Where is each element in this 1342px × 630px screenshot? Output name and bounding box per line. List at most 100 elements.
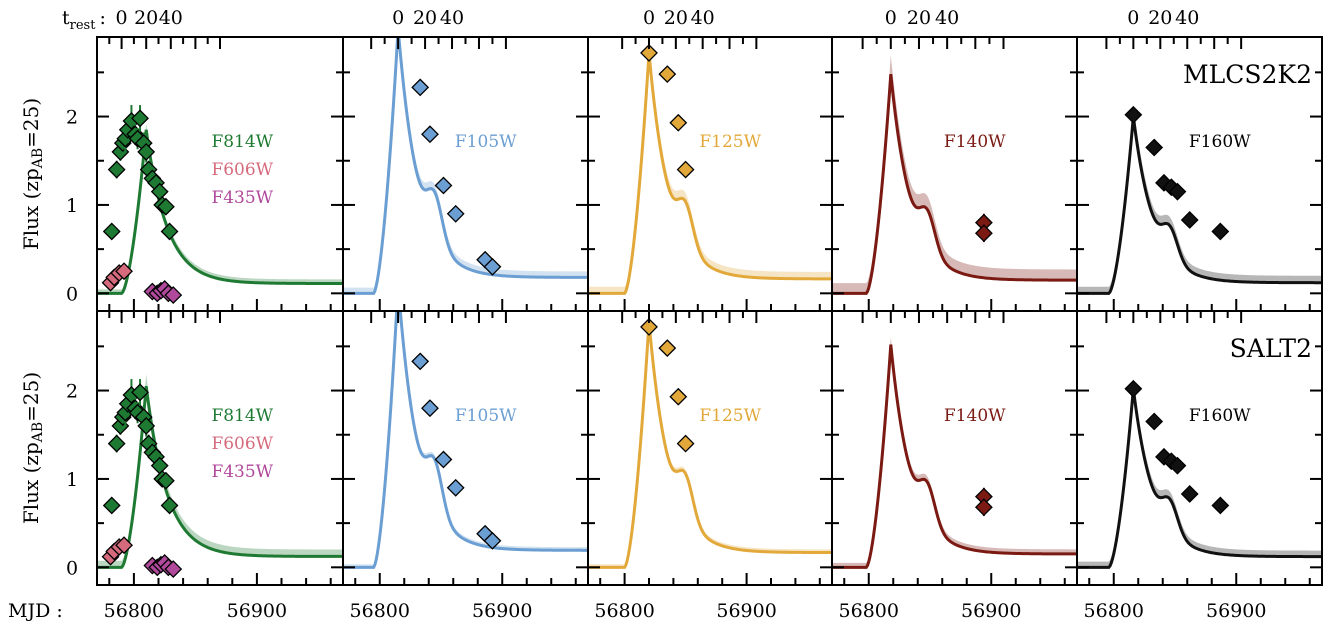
rest-tick-label: 0 (392, 7, 404, 29)
mjd-tick-label: 56800 (104, 600, 164, 622)
rest-tick-label: 0 (1127, 7, 1139, 29)
data-point-F105W (434, 450, 453, 469)
data-point-F814W (160, 222, 179, 241)
data-point-F160W (1211, 496, 1230, 515)
model-uncertainty-band-F105W-MLCS2K2 (343, 37, 588, 294)
data-point-F125W (640, 43, 658, 62)
mjd-row-label: MJD : (8, 600, 63, 622)
data-point-F140W (974, 498, 993, 517)
model-line-F140W-MLCS2K2 (832, 73, 1077, 295)
data-point-F125W (669, 387, 688, 406)
data-point-F125W (676, 434, 695, 453)
data-point-F125W (658, 339, 677, 358)
model-uncertainty-band-F125W-SALT2 (588, 316, 832, 568)
model-line-F125W-SALT2 (588, 321, 832, 569)
data-point-F814W (131, 109, 149, 128)
y-axis-label-sub: AB (30, 422, 46, 443)
y-axis-label-suffix: =25) (19, 372, 43, 422)
model-line-F814W-MLCS2K2 (97, 129, 343, 295)
panel-frame (587, 310, 833, 586)
data-point-F814W (137, 142, 156, 161)
model-uncertainty-band-F140W-SALT2 (832, 337, 1077, 568)
data-point-F125W (669, 113, 688, 132)
band-label-F140W: F140W (944, 406, 1006, 426)
rest-tick-label: 20 (134, 7, 158, 29)
y-tick-label: 0 (66, 557, 78, 579)
data-point-F814W (160, 496, 179, 515)
data-point-F105W (421, 125, 439, 144)
mjd-tick-label: 56900 (961, 600, 1021, 622)
model-uncertainty-band-F140W-MLCS2K2 (832, 55, 1077, 294)
data-point-F105W (421, 399, 439, 418)
data-point-F160W (1180, 211, 1199, 229)
rest-tick-label: 0 (643, 7, 655, 29)
data-point-F814W (102, 496, 121, 515)
data-point-F814W (102, 222, 121, 241)
panel-frame (587, 36, 833, 312)
y-axis-label-sub: AB (30, 148, 46, 169)
rest-tick-label: 0 (116, 7, 128, 29)
rest-tick-label: 40 (691, 7, 715, 29)
model-line-F140W-SALT2 (832, 344, 1077, 569)
data-point-F160W (1124, 379, 1143, 398)
data-point-F140W (974, 224, 993, 243)
y-tick-label: 0 (66, 283, 78, 305)
band-label-F140W: F140W (944, 132, 1006, 152)
rest-tick-label: 40 (935, 7, 959, 29)
band-label-F160W: F160W (1189, 132, 1251, 152)
band-label-F435W: F435W (211, 188, 273, 208)
band-label-F606W: F606W (211, 434, 273, 454)
mjd-tick-label: 56900 (716, 600, 776, 622)
band-label-F160W: F160W (1189, 406, 1251, 426)
rest-tick-label: 20 (907, 7, 931, 29)
data-point-F814W (137, 416, 156, 435)
data-point-F105W (483, 257, 502, 276)
y-tick-label: 2 (66, 381, 78, 403)
data-point-F814W (131, 383, 149, 402)
data-point-F814W (107, 160, 126, 179)
model-line-F160W-MLCS2K2 (1077, 116, 1322, 295)
data-point-F160W (1168, 456, 1187, 475)
band-label-F606W: F606W (211, 160, 273, 180)
data-point-F125W (658, 65, 677, 84)
trest-row-label: trest: (62, 7, 106, 33)
data-point-F160W (1145, 412, 1164, 431)
data-point-F105W (446, 204, 465, 223)
data-point-F606W (115, 536, 133, 555)
y-axis-label-prefix: Flux (zp (19, 442, 43, 524)
data-point-F105W (411, 78, 430, 97)
data-point-F160W (1145, 138, 1164, 157)
rest-tick-label: 20 (664, 7, 688, 29)
model-line-F814W-SALT2 (97, 385, 343, 569)
rest-tick-label: 20 (1148, 7, 1172, 29)
y-tick-label: 2 (66, 107, 78, 129)
band-label-F105W: F105W (455, 406, 517, 426)
data-point-F435W (164, 286, 183, 305)
data-point-F160W (1211, 222, 1230, 241)
mjd-tick-label: 56800 (350, 600, 410, 622)
mjd-tick-label: 56800 (839, 600, 899, 622)
y-axis-label-suffix: =25) (19, 98, 43, 148)
mjd-tick-label: 56900 (472, 600, 532, 622)
data-point-F105W (446, 478, 465, 497)
data-point-F814W (156, 197, 175, 216)
data-point-F160W (1180, 485, 1199, 503)
data-point-F160W (1124, 105, 1143, 124)
model-uncertainty-band-F125W-MLCS2K2 (588, 40, 832, 294)
band-label-F125W: F125W (699, 406, 761, 426)
data-point-F814W (156, 471, 175, 490)
mjd-tick-label: 56900 (1206, 600, 1266, 622)
model-name-label: MLCS2K2 (1183, 60, 1312, 89)
model-line-F105W-SALT2 (343, 311, 588, 569)
panel-frame (1076, 310, 1323, 586)
rest-tick-label: 20 (413, 7, 437, 29)
rest-tick-label: 40 (440, 7, 464, 29)
band-label-F814W: F814W (211, 406, 273, 426)
data-point-F125W (676, 160, 695, 179)
model-line-F125W-MLCS2K2 (588, 52, 832, 295)
mjd-tick-label: 56900 (227, 600, 287, 622)
mjd-tick-label: 56800 (594, 600, 654, 622)
y-axis-label: Flux (zpAB=25) (19, 372, 46, 524)
